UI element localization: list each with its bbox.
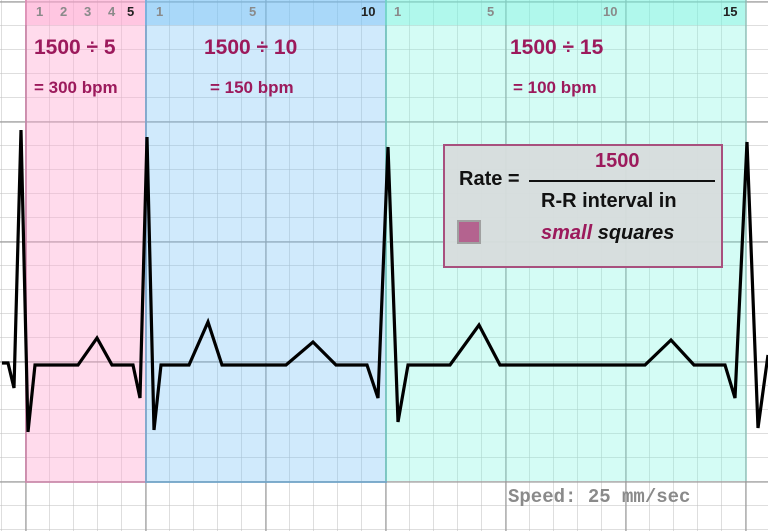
tick-band-teal [385, 0, 745, 25]
tick-band-blue [145, 0, 385, 25]
zone-300bpm [25, 0, 147, 483]
result-150: = 150 bpm [210, 78, 294, 97]
squares-word: squares [592, 222, 675, 244]
color-swatch-icon [457, 220, 481, 244]
tick-label: 1 [394, 4, 402, 19]
small-word: small [541, 222, 593, 244]
tick-label: 4 [108, 4, 116, 19]
fraction-denominator-line2: small squares [541, 222, 674, 245]
result-100: = 100 bpm [513, 78, 597, 97]
fraction-bar [529, 180, 715, 182]
fraction-denominator-line1: R-R interval in [541, 190, 677, 212]
result-300: = 300 bpm [34, 78, 118, 97]
tick-label: 5 [249, 4, 257, 19]
rate-formula-box: Rate = 1500 R-R interval in small square… [443, 144, 723, 268]
tick-label: 5 [127, 4, 135, 19]
zone-150bpm [145, 0, 387, 483]
rate-label: Rate = [459, 168, 520, 190]
formula-100: 1500 ÷ 15 [510, 36, 604, 59]
formula-300: 1500 ÷ 5 [34, 36, 116, 59]
tick-label: 15 [723, 4, 738, 19]
tick-label: 10 [603, 4, 618, 19]
tick-label: 5 [487, 4, 495, 19]
tick-label: 10 [361, 4, 376, 19]
tick-label: 1 [156, 4, 164, 19]
tick-label: 3 [84, 4, 92, 19]
tick-band-pink [25, 0, 145, 25]
formula-150: 1500 ÷ 10 [204, 36, 298, 59]
tick-label: 2 [60, 4, 68, 19]
speed-label: Speed: 25 mm/sec [508, 486, 691, 508]
tick-label: 1 [36, 4, 44, 19]
fraction-numerator: 1500 [595, 150, 640, 172]
